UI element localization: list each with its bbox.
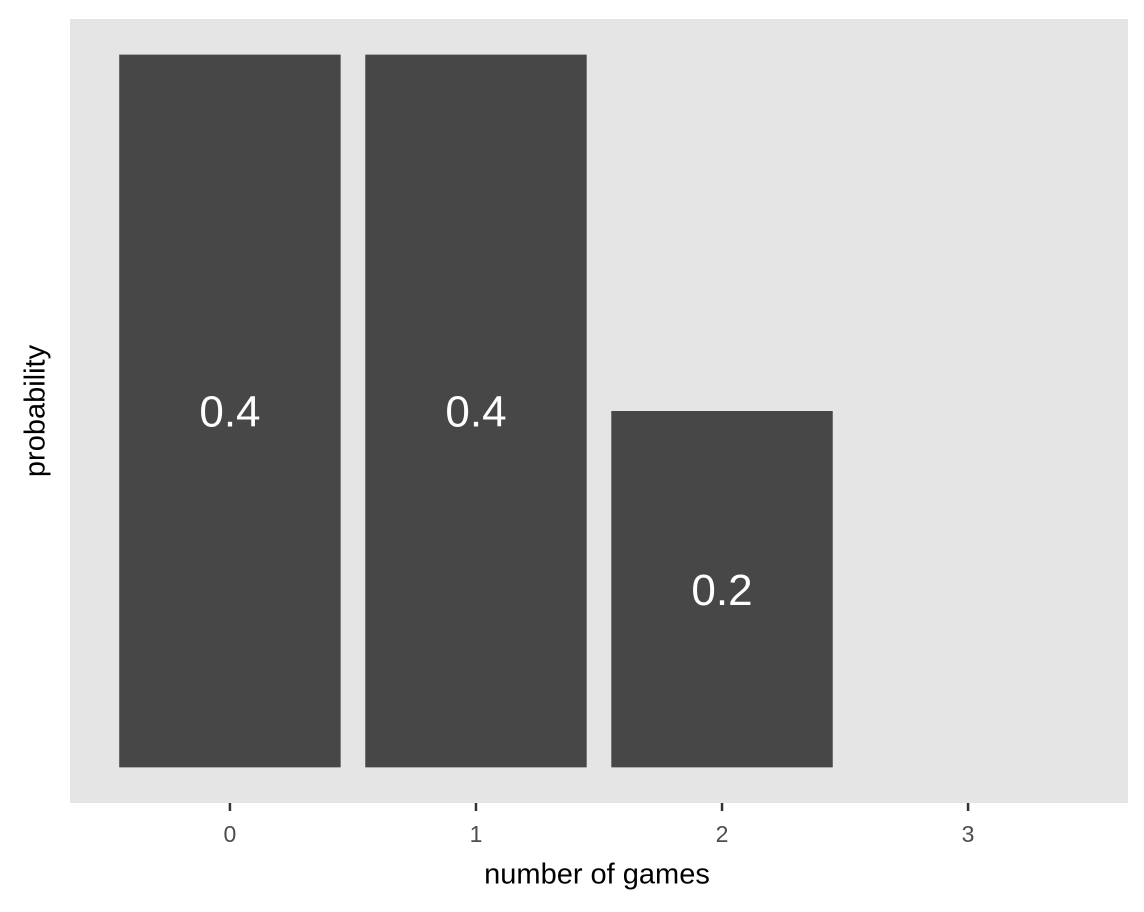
bar xyxy=(119,54,341,768)
x-tick-label: 2 xyxy=(716,821,729,847)
data-label: 0.4 xyxy=(199,388,260,437)
data-label: 0.2 xyxy=(691,566,752,615)
x-tick-label: 0 xyxy=(224,821,237,847)
data-label: 0.4 xyxy=(445,388,506,437)
x-tick-label: 1 xyxy=(470,821,483,847)
x-axis-label: number of games xyxy=(484,859,710,891)
bar xyxy=(611,411,833,768)
bar xyxy=(365,54,587,768)
x-tick-label: 3 xyxy=(962,821,975,847)
y-axis-label: probability xyxy=(20,344,52,477)
